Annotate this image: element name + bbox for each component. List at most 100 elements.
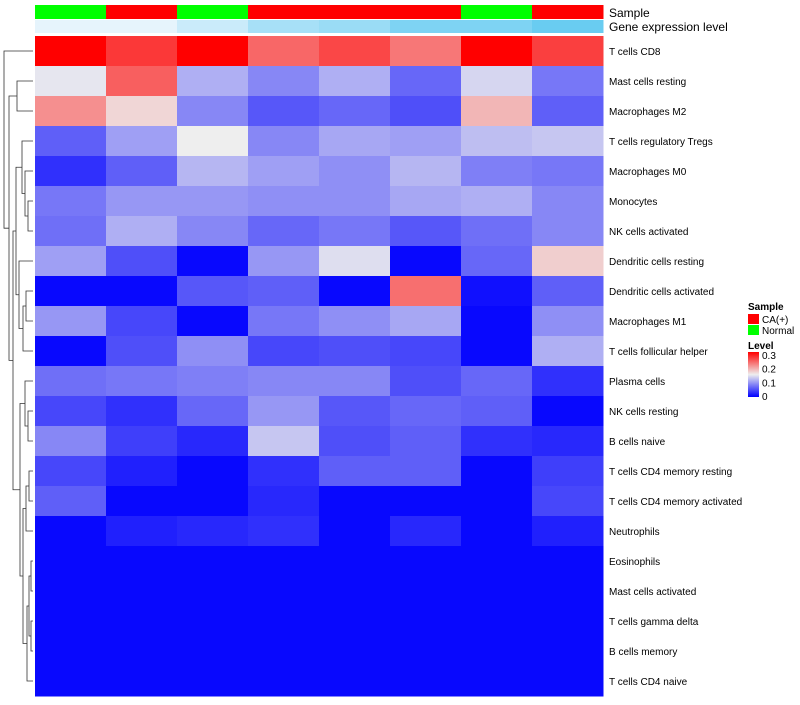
heatmap-cell <box>390 396 462 427</box>
heatmap-cell <box>461 246 533 277</box>
heatmap-cell <box>177 396 249 427</box>
row-label: T cells CD8 <box>609 47 661 58</box>
heatmap-cell <box>461 66 533 97</box>
heatmap-cell <box>319 66 391 97</box>
heatmap-cell <box>461 426 533 457</box>
expression-annotation-cell <box>106 20 178 33</box>
heatmap-cell <box>248 246 320 277</box>
heatmap-cell <box>248 606 320 637</box>
heatmap-cell <box>461 186 533 217</box>
heatmap-cell <box>532 576 604 607</box>
heatmap-cell <box>319 366 391 397</box>
heatmap-cell <box>248 186 320 217</box>
heatmap-cell <box>248 156 320 187</box>
expression-annotation-cell <box>390 20 462 33</box>
sample-annotation-cell <box>390 5 462 19</box>
heatmap-cell <box>390 216 462 247</box>
heatmap-cell <box>106 66 178 97</box>
expression-annotation-cell <box>532 20 604 33</box>
heatmap-cell <box>461 96 533 127</box>
heatmap-cell <box>35 156 107 187</box>
heatmap-cell <box>177 66 249 97</box>
heatmap-cell <box>319 396 391 427</box>
legend-level-title: Level <box>748 341 774 352</box>
heatmap-cell <box>35 426 107 457</box>
row-label: T cells CD4 memory resting <box>609 467 732 478</box>
dendrogram-branch <box>26 605 33 682</box>
heatmap-cell <box>248 666 320 697</box>
expression-annotation-cell <box>319 20 391 33</box>
heatmap-cell <box>248 546 320 577</box>
legend-level-colorbar <box>748 352 759 397</box>
heatmap-cell <box>390 636 462 667</box>
heatmap-cell <box>35 576 107 607</box>
heatmap-cell <box>35 246 107 277</box>
dendrogram-branch <box>25 485 33 532</box>
heatmap-cell <box>390 426 462 457</box>
heatmap-cell <box>319 96 391 127</box>
heatmap-cell <box>177 456 249 487</box>
heatmap-cell <box>248 96 320 127</box>
heatmap-cell <box>106 96 178 127</box>
heatmap-cell <box>248 216 320 247</box>
dendrogram-branch <box>27 410 33 442</box>
heatmap-cell <box>319 246 391 277</box>
legend-sample-swatch <box>748 325 759 335</box>
heatmap-cell <box>461 306 533 337</box>
heatmap-cells <box>35 36 604 697</box>
heatmap-cell <box>106 426 178 457</box>
heatmap-cell <box>390 186 462 217</box>
legend-level-tick: 0 <box>762 392 768 403</box>
row-label: T cells CD4 memory activated <box>609 497 742 508</box>
heatmap-cell <box>248 126 320 157</box>
expression-annotation-cell <box>177 20 249 33</box>
heatmap-cell <box>177 606 249 637</box>
heatmap-cell <box>461 366 533 397</box>
heatmap-cell <box>461 126 533 157</box>
sample-annotation-cell <box>35 5 107 19</box>
heatmap-cell <box>532 546 604 577</box>
heatmap-cell <box>461 606 533 637</box>
heatmap-cell <box>390 576 462 607</box>
heatmap-cell <box>177 96 249 127</box>
heatmap-cell <box>390 606 462 637</box>
annotation-label-expression: Gene expression level <box>609 20 728 34</box>
row-label: NK cells activated <box>609 227 688 238</box>
heatmap-cell <box>106 486 178 517</box>
row-label: Macrophages M2 <box>609 107 687 118</box>
heatmap-cell <box>532 606 604 637</box>
heatmap-cell <box>35 666 107 697</box>
heatmap-cell <box>35 66 107 97</box>
row-label: T cells CD4 naive <box>609 677 688 688</box>
heatmap-cell <box>390 486 462 517</box>
heatmap-cell <box>177 486 249 517</box>
row-labels: T cells CD8 Mast cells resting Macrophages… <box>609 47 742 688</box>
heatmap-cell <box>35 36 107 67</box>
heatmap-cell <box>177 246 249 277</box>
dendrogram-branch <box>22 305 33 352</box>
heatmap-cell <box>106 396 178 427</box>
row-label: T cells gamma delta <box>609 617 699 628</box>
row-label: Dendritic cells resting <box>609 257 704 268</box>
heatmap-cell <box>532 96 604 127</box>
heatmap-cell <box>35 606 107 637</box>
row-label: Dendritic cells activated <box>609 287 714 298</box>
heatmap-cell <box>248 636 320 667</box>
heatmap-cell <box>177 636 249 667</box>
row-label: Mast cells activated <box>609 587 696 598</box>
heatmap-cell <box>106 546 178 577</box>
heatmap-cell <box>35 456 107 487</box>
heatmap-cell <box>461 396 533 427</box>
heatmap-cell <box>319 636 391 667</box>
row-label: B cells memory <box>609 647 677 658</box>
heatmap-cell <box>532 426 604 457</box>
heatmap-cell <box>390 306 462 337</box>
heatmap-cell <box>532 306 604 337</box>
dendrogram-branch <box>21 140 33 194</box>
legend-sample-label: CA(+) <box>762 315 788 326</box>
heatmap-cell <box>390 66 462 97</box>
heatmap-cell <box>248 486 320 517</box>
row-label: Eosinophils <box>609 557 660 568</box>
heatmap-cell <box>177 156 249 187</box>
